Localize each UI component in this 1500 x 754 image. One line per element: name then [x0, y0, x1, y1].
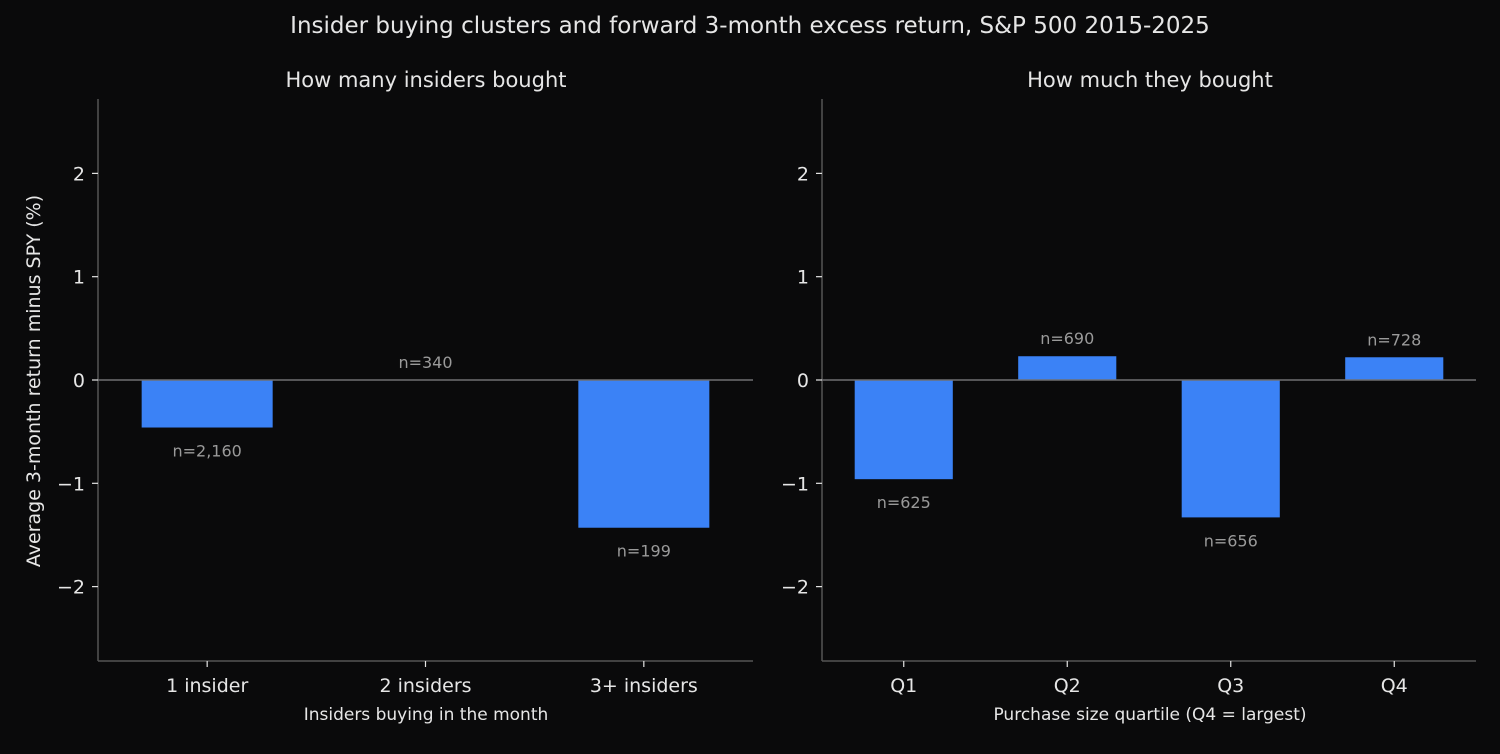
x-tick-label: 2 insiders: [379, 675, 471, 697]
panel-title: How many insiders bought: [285, 68, 566, 92]
bar-annotation: n=340: [398, 353, 452, 372]
y-tick-label: 2: [73, 163, 85, 185]
y-tick-label: 0: [73, 370, 85, 392]
bar-annotation: n=625: [877, 493, 931, 512]
y-tick-label: −1: [781, 473, 809, 495]
bar-annotation: n=656: [1204, 531, 1258, 550]
panel-title: How much they bought: [1027, 68, 1273, 92]
y-tick-label: 1: [73, 267, 85, 289]
y-tick-label: 2: [797, 163, 809, 185]
panel-purchase-size: How much they bought Purchase size quart…: [781, 68, 1476, 725]
bar: [855, 380, 953, 479]
bar-annotation: n=690: [1040, 329, 1094, 348]
y-tick-label: 1: [797, 267, 809, 289]
y-tick-label: −2: [781, 577, 809, 599]
bar-annotation: n=199: [617, 542, 671, 561]
x-tick-label: 3+ insiders: [590, 675, 698, 697]
x-tick-label: Q1: [890, 675, 917, 697]
bar: [1018, 356, 1116, 380]
x-tick-label: Q2: [1054, 675, 1081, 697]
panel-insider-count: How many insiders bought Insiders buying…: [23, 68, 753, 725]
bar-annotation: n=2,160: [172, 442, 241, 461]
y-tick-label: −1: [57, 473, 85, 495]
y-axis-label: Average 3-month return minus SPY (%): [23, 195, 45, 567]
x-axis-label: Purchase size quartile (Q4 = largest): [993, 705, 1306, 725]
x-tick-label: Q4: [1381, 675, 1408, 697]
bar: [1182, 380, 1280, 517]
x-tick-label: Q3: [1217, 675, 1244, 697]
y-tick-label: −2: [57, 577, 85, 599]
x-axis-label: Insiders buying in the month: [304, 705, 549, 725]
bar-annotation: n=728: [1367, 330, 1421, 349]
y-tick-label: 0: [797, 370, 809, 392]
bar: [1345, 357, 1443, 380]
bar: [142, 380, 273, 428]
x-tick-label: 1 insider: [166, 675, 248, 697]
figure-title: Insider buying clusters and forward 3-mo…: [290, 13, 1210, 39]
bar: [578, 380, 709, 528]
